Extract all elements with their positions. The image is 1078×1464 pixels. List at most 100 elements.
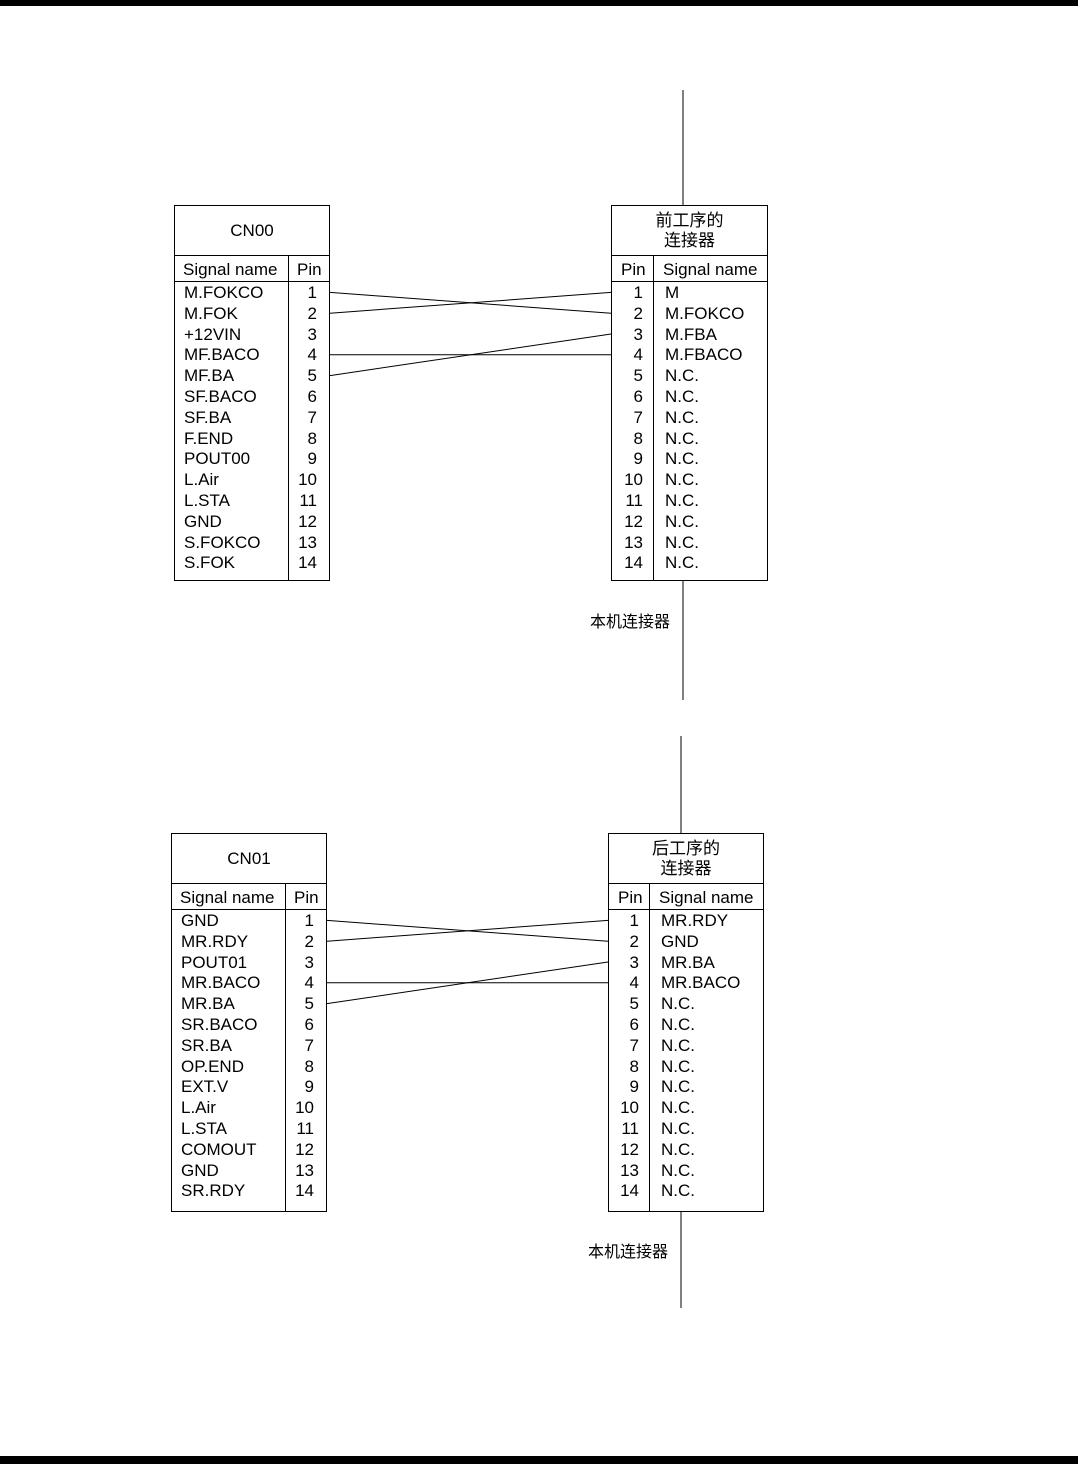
table-row: POUT00 9 <box>175 449 329 470</box>
table-row: 2 M.FOKCO <box>612 304 767 325</box>
pin-number: 11 <box>296 1118 314 1138</box>
table-row: F.END 8 <box>175 429 329 450</box>
table-row: SF.BA 7 <box>175 408 329 429</box>
signal-name: M.FOK <box>184 303 238 323</box>
table-row: 12 N.C. <box>609 1140 763 1161</box>
pin-number: 3 <box>307 324 317 344</box>
pin-number: 9 <box>307 449 317 469</box>
pin-number: 5 <box>304 994 314 1014</box>
signal-name: OP.END <box>181 1056 244 1076</box>
pin-number: 4 <box>307 345 317 365</box>
signal-name: N.C. <box>661 1118 695 1138</box>
pin-number: 13 <box>624 532 643 552</box>
signal-name: M.FOKCO <box>184 283 264 302</box>
table-row: 2 GND <box>609 932 763 953</box>
pin-number: 6 <box>629 1014 639 1034</box>
signal-name: MR.BA <box>661 952 715 972</box>
signal-name: MR.BACO <box>181 973 261 993</box>
signal-name-header: Signal name <box>183 260 278 279</box>
table-row: L.STA 11 <box>172 1119 326 1140</box>
pin-header: Pin <box>294 888 319 907</box>
table-row: COMOUT 12 <box>172 1140 326 1161</box>
pin-number: 7 <box>633 407 643 427</box>
signal-name: L.Air <box>184 470 219 490</box>
signal-name: S.FOKCO <box>184 532 261 552</box>
table-row: 3 MR.BA <box>609 953 763 974</box>
table-row: 10 N.C. <box>612 470 767 491</box>
pin-number: 3 <box>304 952 314 972</box>
table-row: 6 N.C. <box>609 1015 763 1036</box>
pin-number: 11 <box>621 1118 639 1138</box>
table-row: L.STA 11 <box>175 491 329 512</box>
table-row: S.FOK 14 <box>175 553 329 574</box>
table-row: 8 N.C. <box>612 429 767 450</box>
signal-name: MR.RDY <box>661 911 729 930</box>
pin-number: 8 <box>304 1056 314 1076</box>
connector-title: CN00 <box>175 206 329 256</box>
signal-name: POUT00 <box>184 449 251 469</box>
table-row: 7 N.C. <box>612 408 767 429</box>
table-row: SR.BACO 6 <box>172 1015 326 1036</box>
table-row: 12 N.C. <box>612 512 767 533</box>
table-row: MF.BACO 4 <box>175 345 329 366</box>
column-divider <box>649 884 650 1211</box>
pin-number: 3 <box>629 952 639 972</box>
pin-number: 13 <box>298 532 317 552</box>
pin-number: 1 <box>629 911 639 930</box>
signal-name: N.C. <box>661 1181 695 1201</box>
table-row: 5 N.C. <box>609 994 763 1015</box>
signal-name: GND <box>661 931 699 951</box>
signal-name-header: Signal name <box>180 888 275 907</box>
table-row: 10 N.C. <box>609 1098 763 1119</box>
table-row: GND 12 <box>175 512 329 533</box>
pin-number: 7 <box>629 1035 639 1055</box>
signal-name: N.C. <box>665 407 699 427</box>
signal-name: N.C. <box>665 532 699 552</box>
table-row: M.FOKCO 1 <box>175 283 329 304</box>
connector-title: 前工序的 连接器 <box>612 206 767 256</box>
pin-number: 2 <box>304 931 314 951</box>
signal-name: GND <box>181 1160 219 1180</box>
bottom-rule <box>0 1456 1078 1464</box>
pin-list: GND 1 MR.RDY 2 POUT01 3 MR.BACO 4 MR.BA 5 SR.BACO 6… <box>172 911 326 1202</box>
connector-caption: 本机连接器 <box>588 1244 669 1261</box>
pin-number: 14 <box>620 1181 639 1201</box>
table-row: 13 N.C. <box>609 1161 763 1182</box>
signal-name-header: Signal name <box>663 260 758 279</box>
pin-number: 10 <box>620 1098 639 1118</box>
signal-name: M.FBACO <box>665 345 743 365</box>
column-divider <box>653 256 654 580</box>
pin-number: 7 <box>307 407 317 427</box>
pin-number: 8 <box>307 428 317 448</box>
signal-name: N.C. <box>665 449 699 469</box>
pin-number: 14 <box>624 553 643 573</box>
signal-name: F.END <box>184 428 234 448</box>
table-row: 14 N.C. <box>609 1181 763 1202</box>
table-row: OP.END 8 <box>172 1057 326 1078</box>
signal-name: POUT01 <box>181 952 248 972</box>
signal-name: M <box>665 283 680 302</box>
table-row: MR.BA 5 <box>172 994 326 1015</box>
table-row: S.FOKCO 13 <box>175 533 329 554</box>
signal-name: GND <box>184 511 222 531</box>
pin-number: 10 <box>298 470 317 490</box>
signal-name: SF.BACO <box>184 386 257 406</box>
pin-number: 12 <box>624 511 643 531</box>
pin-number: 1 <box>307 283 317 302</box>
signal-name: N.C. <box>661 1160 695 1180</box>
column-header: Signal name Pin <box>172 884 326 910</box>
top-rule <box>0 0 1078 6</box>
wire <box>326 919 609 942</box>
table-row: SR.BA 7 <box>172 1036 326 1057</box>
signal-name: N.C. <box>661 994 695 1014</box>
signal-name: N.C. <box>661 1098 695 1118</box>
pin-header: Pin <box>621 260 646 279</box>
signal-name: MF.BA <box>184 366 235 386</box>
pin-number: 3 <box>633 324 643 344</box>
pin-number: 9 <box>633 449 643 469</box>
wire <box>326 961 609 1005</box>
table-row: 7 N.C. <box>609 1036 763 1057</box>
table-row: 4 M.FBACO <box>612 345 767 366</box>
